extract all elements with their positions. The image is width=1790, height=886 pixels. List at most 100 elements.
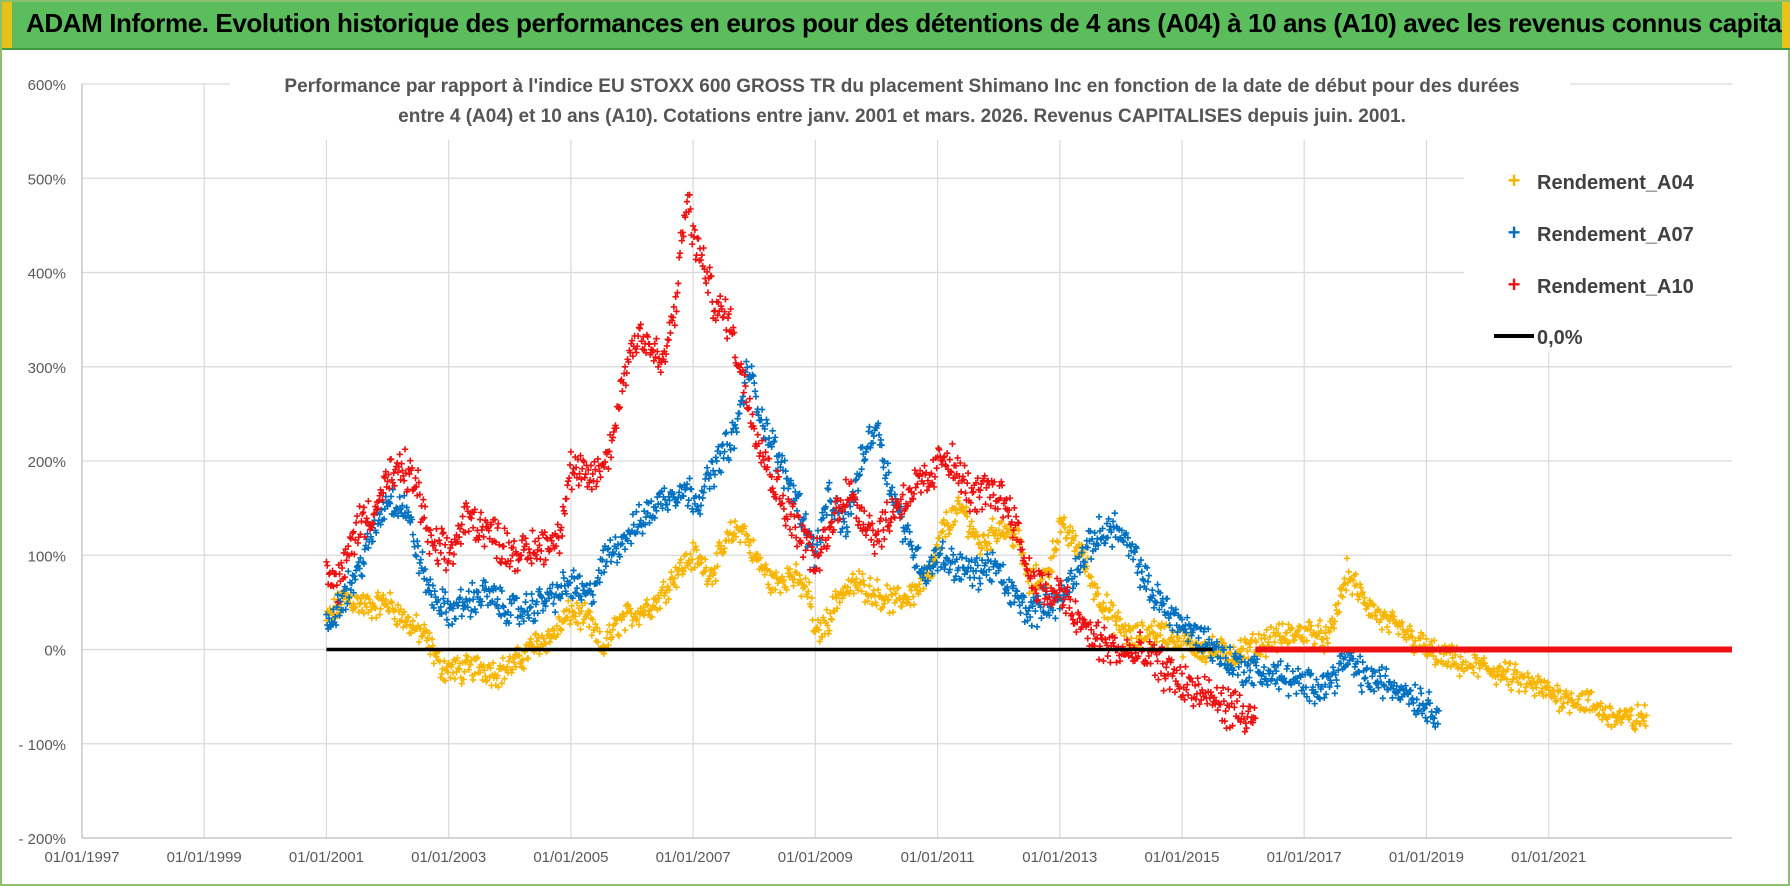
point-a10 — [970, 488, 977, 496]
point-a10 — [535, 535, 542, 542]
point-a07 — [1283, 665, 1290, 673]
point-a04 — [1294, 627, 1302, 634]
point-a04 — [535, 634, 542, 641]
point-a10 — [906, 484, 913, 492]
point-a07 — [666, 497, 673, 504]
point-a10 — [476, 532, 483, 539]
point-a10 — [435, 537, 443, 544]
x-tick-label: 01/01/2017 — [1267, 849, 1342, 866]
point-a07 — [1007, 601, 1015, 608]
point-a10 — [969, 489, 976, 496]
point-a07 — [1084, 544, 1091, 551]
point-a04 — [441, 657, 448, 665]
legend-marker-a10: + — [1508, 272, 1521, 297]
point-a10 — [413, 483, 420, 491]
point-a10 — [449, 560, 457, 568]
point-a04 — [672, 564, 679, 571]
point-a07 — [513, 594, 520, 602]
point-a07 — [1011, 599, 1018, 606]
point-a10 — [437, 549, 445, 557]
point-a07 — [826, 479, 833, 486]
point-a04 — [1445, 658, 1452, 666]
point-a07 — [1017, 609, 1024, 617]
point-a04 — [916, 587, 924, 595]
point-a07 — [1273, 667, 1280, 675]
point-a10 — [601, 458, 609, 466]
point-a04 — [1550, 687, 1558, 694]
point-a04 — [1542, 692, 1550, 699]
point-a04 — [627, 605, 634, 612]
point-a04 — [588, 632, 596, 639]
point-a07 — [856, 471, 864, 478]
point-a07 — [545, 595, 553, 602]
point-a07 — [1420, 705, 1428, 713]
point-a10 — [1190, 702, 1197, 710]
legend-label-a07: Rendement_A07 — [1537, 224, 1694, 246]
point-a04 — [1493, 681, 1500, 688]
point-a10 — [998, 478, 1005, 485]
point-a07 — [1209, 657, 1216, 664]
point-a10 — [1011, 504, 1018, 512]
point-a07 — [505, 619, 513, 627]
point-a10 — [655, 355, 663, 362]
point-a10 — [921, 462, 928, 469]
point-a04 — [801, 583, 809, 591]
point-a10 — [981, 472, 988, 480]
point-a04 — [1335, 608, 1343, 616]
point-a10 — [868, 536, 875, 543]
point-a04 — [1398, 618, 1406, 626]
point-a04 — [565, 597, 572, 605]
point-a04 — [360, 610, 368, 617]
point-a04 — [1112, 617, 1119, 625]
point-a04 — [1560, 700, 1567, 707]
point-a04 — [467, 661, 474, 669]
point-a07 — [336, 612, 343, 619]
point-a07 — [852, 477, 859, 484]
point-a07 — [602, 562, 610, 570]
point-a04 — [945, 530, 953, 538]
point-a10 — [350, 528, 357, 535]
point-a07 — [482, 579, 489, 586]
point-a04 — [1517, 681, 1524, 688]
point-a10 — [606, 448, 613, 455]
point-a10 — [676, 250, 684, 257]
point-a04 — [905, 596, 912, 603]
point-a07 — [730, 445, 738, 452]
point-a07 — [727, 446, 734, 453]
point-a04 — [955, 494, 962, 501]
point-a07 — [1305, 666, 1312, 674]
point-a04 — [379, 591, 387, 599]
point-a07 — [1071, 573, 1078, 580]
point-a10 — [594, 455, 602, 463]
point-a07 — [557, 595, 564, 602]
point-a10 — [1240, 715, 1248, 723]
point-a10 — [1217, 701, 1224, 708]
point-a04 — [1299, 633, 1306, 641]
point-a10 — [1195, 681, 1202, 688]
point-a10 — [404, 486, 411, 493]
point-a10 — [495, 520, 502, 527]
point-a04 — [1615, 715, 1622, 722]
point-a04 — [1433, 658, 1441, 665]
point-a04 — [566, 620, 574, 628]
point-a07 — [571, 575, 578, 582]
point-a04 — [1324, 639, 1331, 647]
point-a10 — [629, 353, 637, 360]
point-a04 — [939, 528, 946, 535]
point-a07 — [824, 485, 831, 492]
point-a10 — [532, 551, 540, 558]
point-a07 — [685, 496, 692, 504]
point-a07 — [1081, 563, 1088, 570]
point-a07 — [713, 457, 720, 465]
point-a10 — [899, 491, 906, 498]
point-a07 — [661, 485, 668, 492]
point-a10 — [567, 448, 575, 456]
point-a07 — [1160, 600, 1167, 607]
point-a10 — [1155, 676, 1162, 683]
point-a04 — [1457, 653, 1464, 660]
point-a07 — [577, 593, 584, 600]
point-a07 — [342, 606, 349, 613]
point-a04 — [1366, 597, 1373, 604]
point-a10 — [887, 519, 894, 526]
point-a10 — [513, 550, 520, 557]
